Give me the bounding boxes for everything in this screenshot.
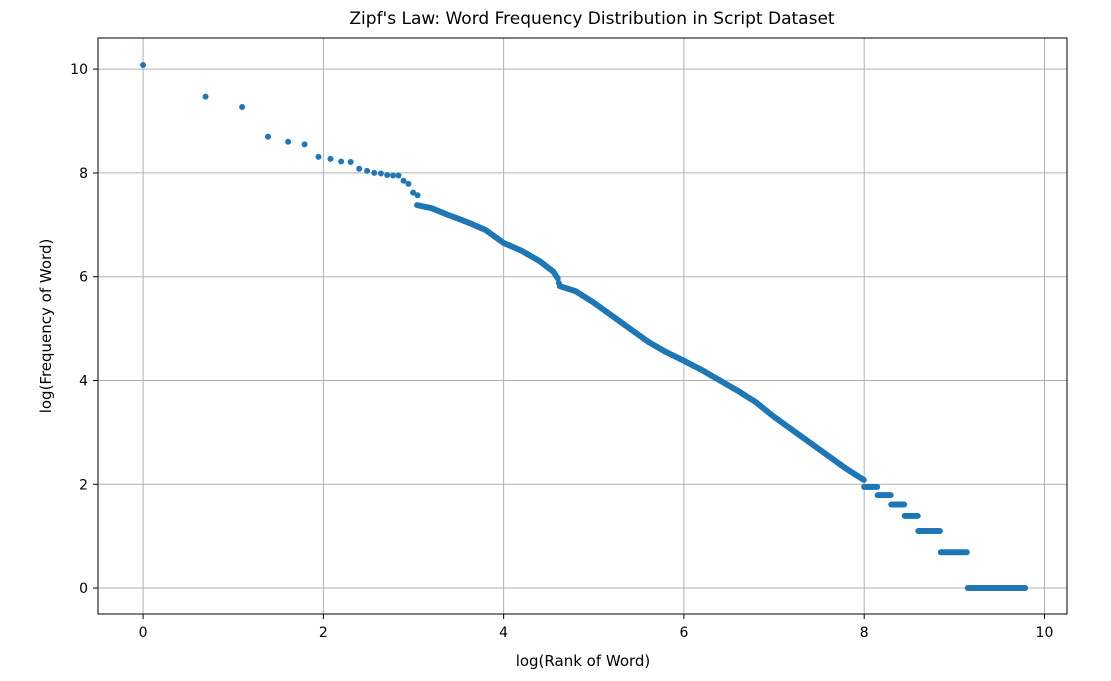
data-point xyxy=(874,483,881,490)
y-tick-label: 8 xyxy=(79,166,88,182)
y-axis-label: log(Frequency of Word) xyxy=(37,239,55,414)
data-point xyxy=(395,172,402,179)
data-point xyxy=(140,61,147,68)
x-tick-label: 2 xyxy=(319,625,328,641)
x-tick-label: 0 xyxy=(139,625,148,641)
y-tick-label: 10 xyxy=(70,62,88,78)
data-point xyxy=(414,192,421,199)
data-point xyxy=(285,138,292,145)
data-point xyxy=(887,492,894,499)
plot-frame xyxy=(97,37,1068,615)
data-point xyxy=(239,104,246,111)
y-tick-label: 0 xyxy=(79,581,88,597)
data-point xyxy=(914,512,921,519)
y-tick-label: 4 xyxy=(79,373,88,389)
x-tick-label: 10 xyxy=(1036,625,1054,641)
grid xyxy=(98,38,1067,614)
data-point xyxy=(347,159,354,166)
data-point xyxy=(301,141,308,148)
data-point xyxy=(1022,585,1029,592)
data-point xyxy=(860,476,867,483)
x-axis-ticks: 0 2 4 6 8 10 xyxy=(139,614,1054,641)
data-point xyxy=(338,158,345,165)
x-tick-label: 8 xyxy=(860,625,869,641)
data-point xyxy=(364,167,371,174)
data-point xyxy=(410,189,417,196)
chart-title: Zipf's Law: Word Frequency Distribution … xyxy=(349,9,834,29)
data-point xyxy=(390,172,397,179)
data-point xyxy=(377,170,384,177)
data-point xyxy=(327,155,334,162)
data-point xyxy=(202,93,209,100)
data-point xyxy=(356,165,363,172)
data-point xyxy=(400,177,407,184)
y-tick-label: 2 xyxy=(79,477,88,493)
data-point xyxy=(901,501,908,508)
data-points xyxy=(140,61,1029,592)
data-point xyxy=(265,133,272,140)
y-axis-ticks: 0 2 4 6 8 10 xyxy=(70,62,98,597)
data-point xyxy=(554,275,561,282)
data-point xyxy=(963,549,970,556)
data-point xyxy=(371,169,378,176)
y-tick-label: 6 xyxy=(79,270,88,286)
data-point xyxy=(384,171,391,178)
x-tick-label: 6 xyxy=(679,625,688,641)
x-axis-label: log(Rank of Word) xyxy=(516,652,651,670)
x-tick-label: 4 xyxy=(499,625,508,641)
data-point xyxy=(936,527,943,534)
data-point xyxy=(405,180,412,187)
data-point xyxy=(315,153,322,160)
